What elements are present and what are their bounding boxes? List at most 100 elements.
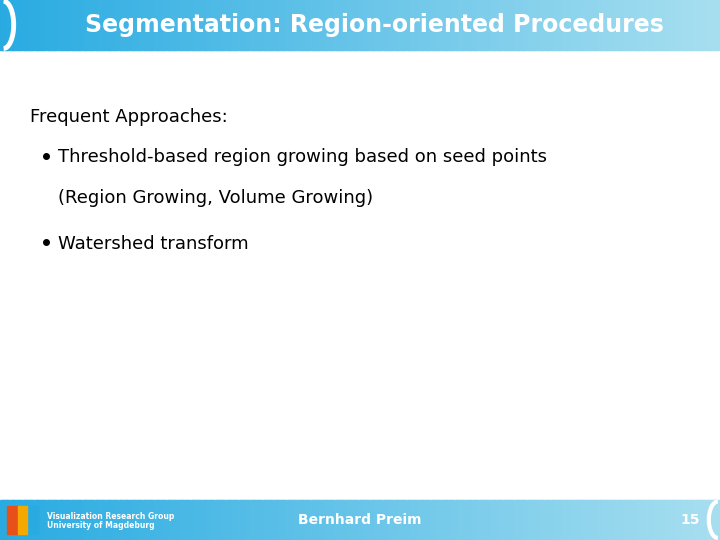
Bar (189, 500, 193, 540)
Bar (192, 0, 195, 50)
Bar (506, 0, 510, 50)
Bar (24, 500, 27, 540)
Bar (667, 500, 670, 540)
Bar (153, 0, 157, 50)
Bar (571, 500, 575, 540)
Bar (158, 500, 161, 540)
Bar (225, 500, 229, 540)
Bar (55, 500, 58, 540)
Bar (315, 0, 318, 50)
Bar (531, 0, 534, 50)
Bar (329, 500, 332, 540)
Bar (365, 500, 368, 540)
Bar (691, 0, 694, 50)
Bar (379, 0, 382, 50)
Bar (410, 500, 413, 540)
Bar (468, 0, 471, 50)
Bar (120, 500, 123, 540)
Bar (43, 500, 46, 540)
Bar (718, 0, 720, 50)
Bar (441, 500, 445, 540)
Bar (279, 500, 282, 540)
Bar (151, 500, 154, 540)
Bar (346, 0, 348, 50)
Bar (86, 500, 89, 540)
Bar (60, 500, 63, 540)
Bar (646, 500, 649, 540)
Bar (218, 0, 222, 50)
Bar (0, 0, 3, 50)
Bar (511, 0, 514, 50)
Bar (305, 0, 308, 50)
Bar (127, 500, 130, 540)
Bar (125, 0, 128, 50)
Bar (355, 500, 359, 540)
Bar (439, 0, 442, 50)
Bar (711, 500, 714, 540)
Bar (103, 0, 107, 50)
Bar (18, 505, 27, 534)
Bar (305, 500, 308, 540)
Bar (5, 500, 8, 540)
Bar (372, 500, 375, 540)
Bar (607, 500, 611, 540)
Bar (161, 500, 164, 540)
Bar (538, 0, 541, 50)
Bar (595, 0, 598, 50)
Bar (384, 500, 387, 540)
Bar (331, 500, 334, 540)
Bar (329, 0, 332, 50)
Bar (374, 500, 377, 540)
Bar (48, 0, 51, 50)
Bar (672, 0, 675, 50)
Bar (135, 0, 138, 50)
Bar (175, 500, 179, 540)
Bar (718, 500, 720, 540)
Bar (96, 0, 99, 50)
Bar (72, 500, 75, 540)
Bar (590, 500, 593, 540)
Bar (27, 0, 30, 50)
Bar (12, 0, 15, 50)
Bar (574, 0, 577, 50)
Bar (698, 500, 701, 540)
Bar (101, 500, 104, 540)
Bar (420, 500, 423, 540)
Bar (398, 0, 402, 50)
Bar (245, 500, 248, 540)
Bar (617, 0, 620, 50)
Bar (341, 500, 344, 540)
Bar (300, 0, 303, 50)
Bar (540, 500, 543, 540)
Bar (254, 500, 258, 540)
Bar (50, 0, 53, 50)
Bar (708, 0, 711, 50)
Bar (585, 0, 589, 50)
Bar (2, 0, 6, 50)
Bar (336, 0, 339, 50)
Bar (629, 500, 632, 540)
Bar (461, 0, 464, 50)
Bar (675, 500, 678, 540)
Bar (17, 0, 20, 50)
Bar (413, 500, 416, 540)
Bar (643, 0, 647, 50)
Bar (603, 0, 606, 50)
Bar (243, 500, 246, 540)
Bar (125, 500, 128, 540)
Bar (122, 0, 125, 50)
Bar (490, 0, 492, 50)
Bar (171, 0, 174, 50)
Bar (67, 0, 71, 50)
Bar (629, 0, 632, 50)
Bar (223, 500, 226, 540)
Bar (216, 500, 219, 540)
Bar (257, 500, 260, 540)
Bar (67, 500, 71, 540)
Bar (523, 0, 526, 50)
Bar (557, 0, 560, 50)
Bar (703, 500, 706, 540)
Bar (326, 0, 330, 50)
Bar (290, 500, 294, 540)
Bar (257, 0, 260, 50)
